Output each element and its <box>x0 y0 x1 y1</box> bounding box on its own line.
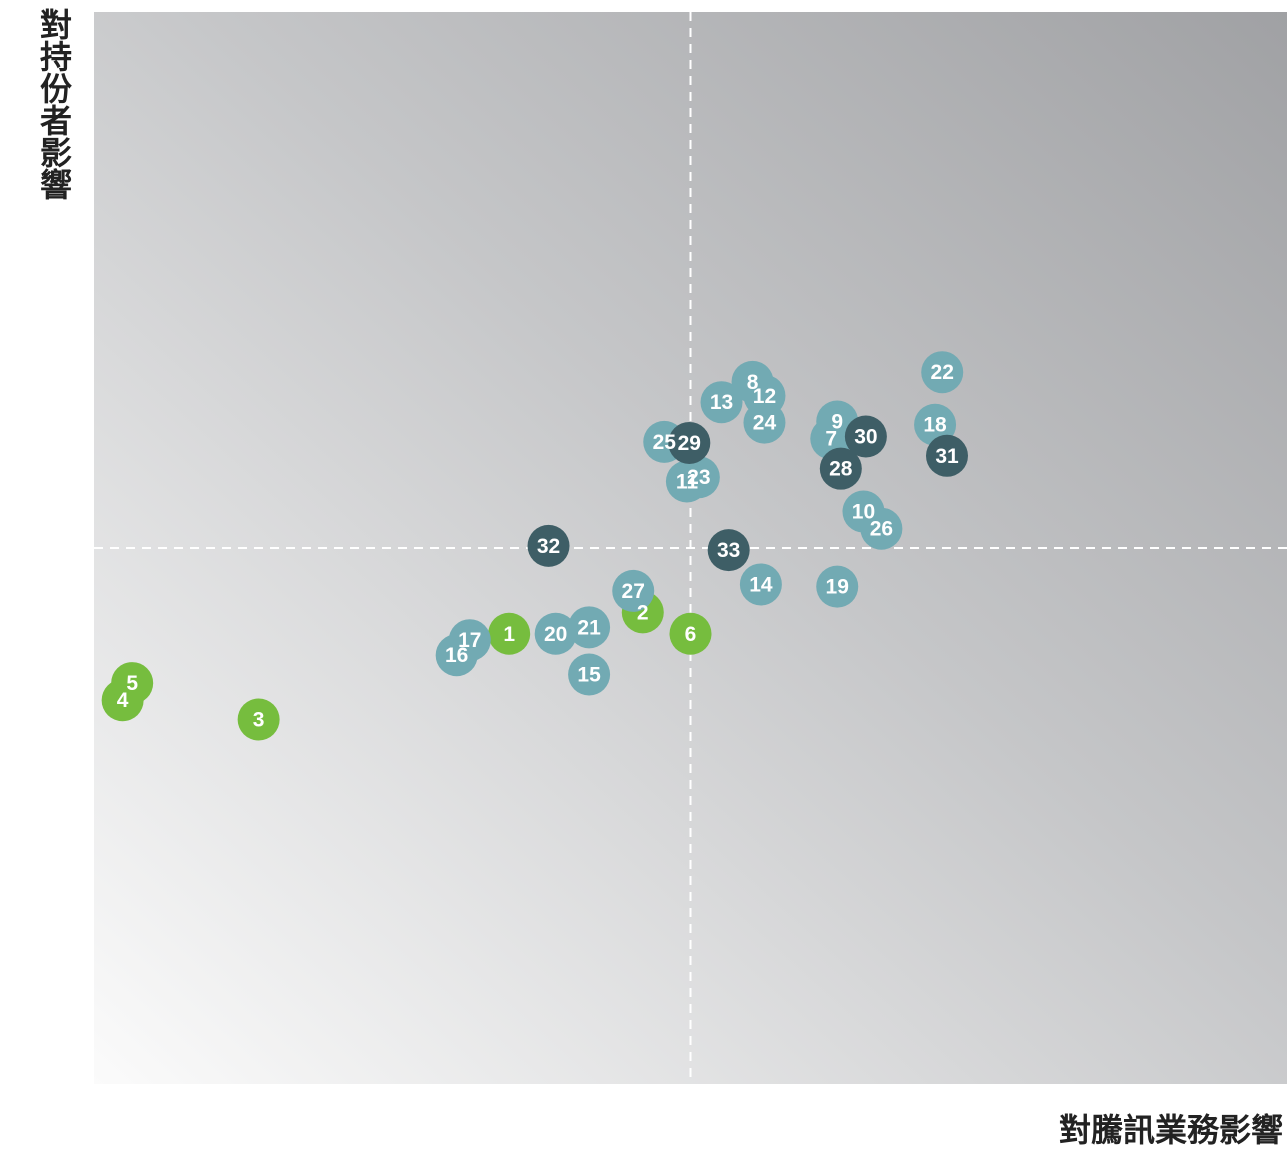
data-point-5 <box>111 662 154 705</box>
data-point-label-27: 27 <box>622 580 645 603</box>
data-point-13 <box>700 381 743 424</box>
data-point-label-13: 13 <box>710 391 733 414</box>
data-point-22 <box>921 351 964 394</box>
data-point-33 <box>707 529 750 572</box>
data-point-label-26: 26 <box>870 518 893 541</box>
data-point-label-2: 2 <box>637 601 649 624</box>
data-point-label-25: 25 <box>653 431 677 454</box>
data-point-label-32: 32 <box>537 535 560 558</box>
data-point-label-9: 9 <box>831 411 843 434</box>
data-point-26 <box>860 507 903 550</box>
data-point-label-23: 23 <box>687 466 710 489</box>
data-point-label-12: 12 <box>753 385 776 408</box>
data-point-label-5: 5 <box>126 672 138 695</box>
data-point-label-28: 28 <box>829 458 853 481</box>
data-point-label-24: 24 <box>753 412 777 435</box>
data-point-label-17: 17 <box>458 629 481 652</box>
data-point-label-1: 1 <box>503 623 515 646</box>
data-point-label-29: 29 <box>678 432 701 455</box>
data-point-21 <box>568 606 611 649</box>
data-point-label-31: 31 <box>935 445 959 468</box>
data-point-label-8: 8 <box>747 371 759 394</box>
data-point-label-18: 18 <box>923 414 947 437</box>
data-point-label-11: 11 <box>676 471 699 494</box>
x-axis-label: 對騰訊業務影響 <box>1058 1111 1283 1149</box>
data-point-label-16: 16 <box>445 644 468 667</box>
data-point-24 <box>743 401 786 444</box>
data-point-label-3: 3 <box>253 709 265 732</box>
data-point-label-6: 6 <box>685 623 697 646</box>
data-point-32 <box>527 524 570 567</box>
data-point-label-14: 14 <box>749 573 773 596</box>
data-point-15 <box>568 653 611 696</box>
data-point-label-21: 21 <box>577 616 601 639</box>
data-point-label-10: 10 <box>852 501 875 524</box>
data-point-19 <box>816 565 859 608</box>
data-point-3 <box>237 698 280 741</box>
data-point-6 <box>669 612 712 655</box>
data-point-label-22: 22 <box>931 361 954 384</box>
data-point-14 <box>739 563 782 606</box>
data-point-17 <box>448 619 491 662</box>
data-point-label-33: 33 <box>717 539 740 562</box>
data-point-27 <box>612 569 655 612</box>
data-point-1 <box>488 612 531 655</box>
data-point-label-20: 20 <box>544 623 567 646</box>
data-point-29 <box>668 421 711 464</box>
data-point-label-19: 19 <box>826 576 849 599</box>
data-point-23 <box>677 456 720 499</box>
data-point-label-4: 4 <box>117 689 129 712</box>
data-point-label-15: 15 <box>577 663 601 686</box>
data-point-30 <box>844 415 887 458</box>
data-point-31 <box>925 434 968 477</box>
data-point-label-7: 7 <box>825 428 837 451</box>
y-axis-label: 對持份者影響 <box>35 8 73 200</box>
data-point-label-30: 30 <box>854 426 877 449</box>
data-point-20 <box>534 612 577 655</box>
data-point-28 <box>819 447 862 490</box>
